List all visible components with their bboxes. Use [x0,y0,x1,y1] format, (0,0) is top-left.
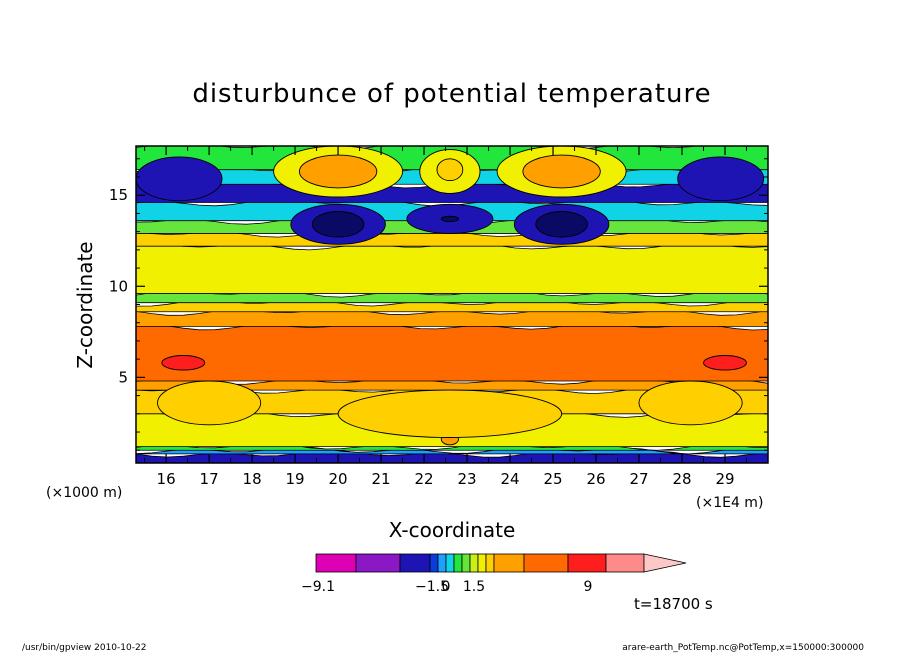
colorbar-swatch [523,553,569,573]
contour-blob [157,380,262,426]
x-tick-label: 24 [500,470,519,488]
x-tick-label: 21 [372,470,391,488]
contour-blob [298,154,378,189]
x-tick-label: 26 [586,470,605,488]
plot-area [135,145,769,464]
contour-blob [522,154,601,189]
colorbar-label: 1.5 [463,579,485,595]
chart-title: disturbunce of potential temperature [192,79,711,109]
colorbar-swatch [493,553,525,573]
x-tick-label: 22 [415,470,434,488]
contour-blob [703,355,747,371]
y-axis-label: Z-coordinate [73,241,97,368]
x-tick-label: 18 [243,470,262,488]
x-tick-label: 16 [157,470,176,488]
contour-band [136,242,768,294]
x-tick-label: 25 [543,470,562,488]
footer-left: /usr/bin/gpview 2010-10-22 [22,643,146,653]
colorbar-swatch [355,553,401,573]
colorbar-swatch [315,553,357,573]
contour-blob [535,211,588,238]
colorbar-swatch [399,553,431,573]
footer-right: arare-earth_PotTemp.nc@PotTemp,x=150000:… [622,643,864,653]
colorbar-swatch [445,553,455,573]
y-unit-label: (×1000 m) [46,485,122,501]
colorbar-swatch [429,553,439,573]
contour-blob [436,158,464,182]
x-axis-label: X-coordinate [389,518,516,542]
colorbar-swatch [437,553,447,573]
contour-blob [311,211,365,238]
x-tick-label: 27 [629,470,648,488]
colorbar-swatch [477,553,487,573]
x-tick-label: 19 [286,470,305,488]
colorbar-tick-labels: −9.1 −1.50 1.5 9 [301,579,592,595]
colorbar-label: −1.5 [415,579,449,595]
y-axis-ticks: 5 10 15 [109,158,768,451]
contour-band [136,322,768,382]
colorbar-swatch [469,553,479,573]
colorbar-arrow [643,553,687,573]
y-tick-label: 15 [109,186,128,204]
contour-blob [677,156,765,202]
colorbar-label: −9.1 [301,579,335,595]
contour-blob [136,156,223,202]
colorbar-swatch [453,553,463,573]
contour-blob [337,389,563,438]
x-tick-label: 20 [329,470,348,488]
contour-blob [638,380,743,426]
contour-blob [161,355,206,371]
y-tick-label: 5 [118,368,128,386]
x-unit-label: (×1E4 m) [696,495,763,511]
x-tick-label: 17 [200,470,219,488]
x-tick-label: 28 [672,470,691,488]
x-axis-ticks: 16 17 18 19 20 21 22 23 24 25 26 27 28 29 [144,146,748,488]
colorbar-swatch [461,553,471,573]
y-tick-label: 10 [109,277,128,295]
colorbar-swatch [485,553,495,573]
colorbar [315,553,687,573]
colorbar-label: 9 [584,579,593,595]
x-tick-label: 23 [458,470,477,488]
contour-features [136,146,765,446]
colorbar-label: 0 [442,579,451,595]
x-tick-label: 29 [715,470,734,488]
time-annotation: t=18700 s [634,595,713,613]
colorbar-swatch [605,553,645,573]
contour-blob [440,215,459,223]
colorbar-swatch [567,553,607,573]
